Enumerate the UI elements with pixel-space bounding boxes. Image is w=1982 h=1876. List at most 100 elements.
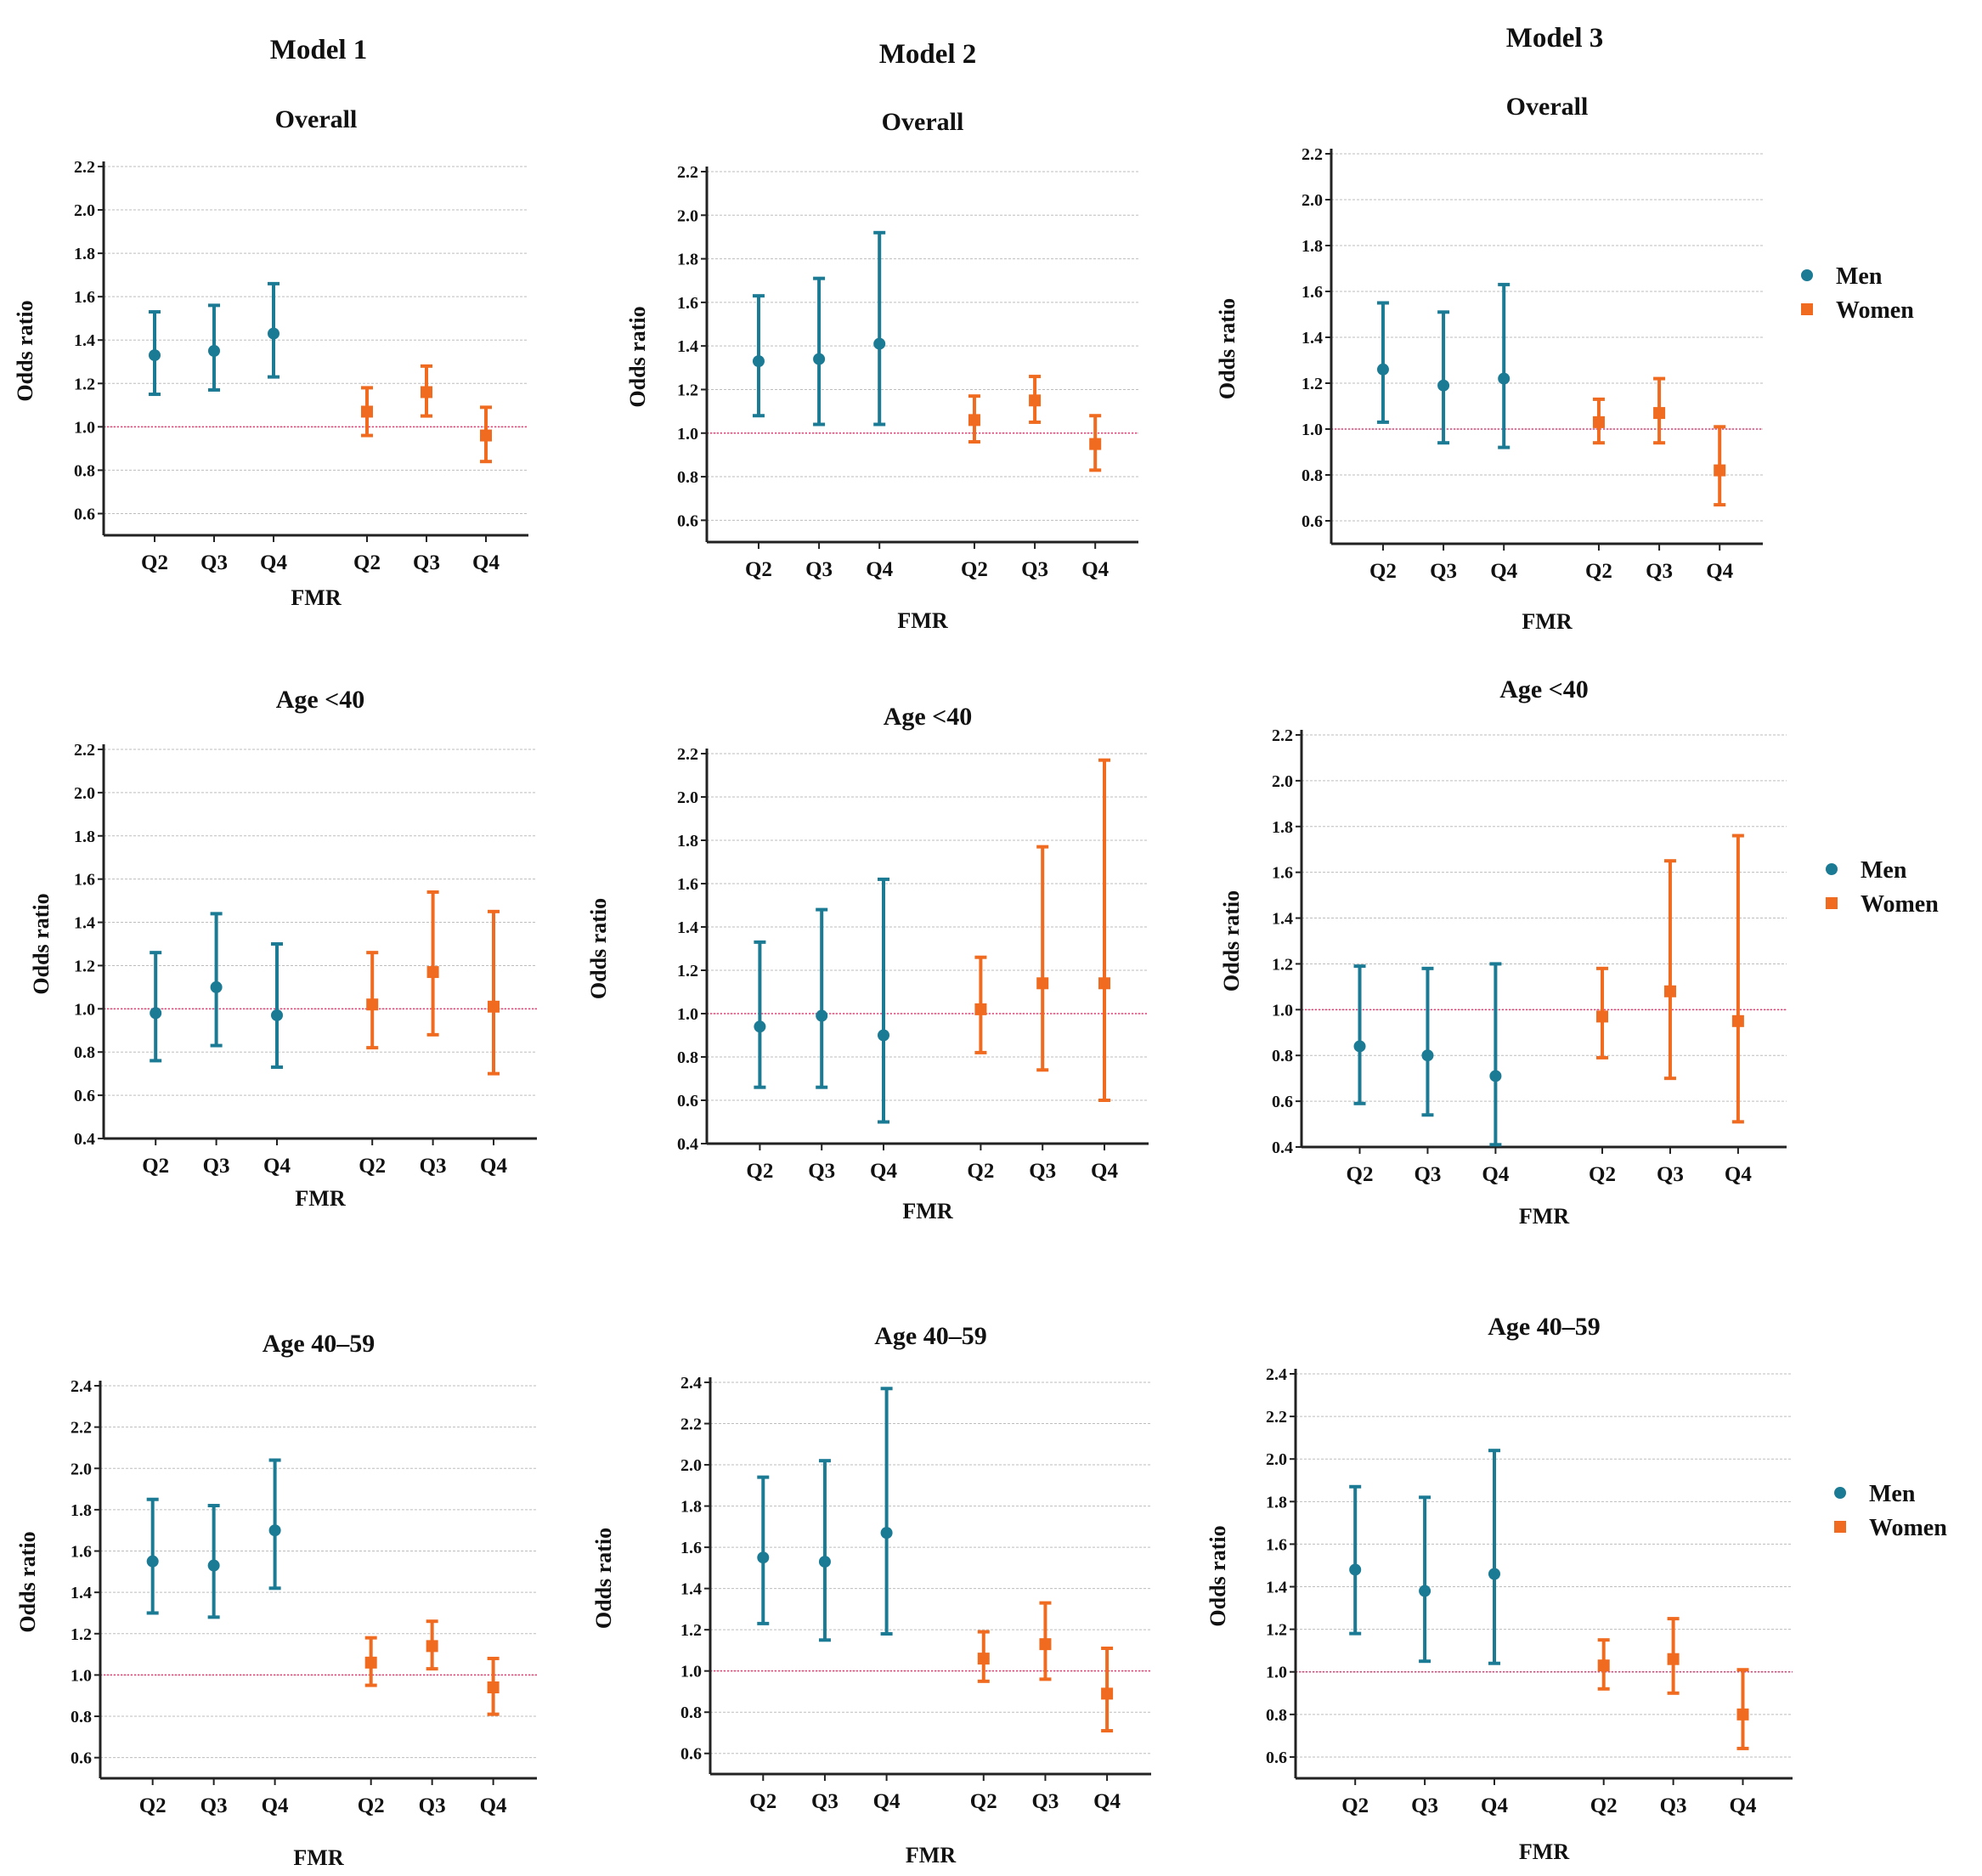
y-tick-label: 1.0 — [677, 425, 698, 444]
y-tick-label: 1.2 — [74, 957, 95, 975]
x-tick-label: Q4 — [1730, 1794, 1757, 1817]
y-tick-label: 1.6 — [680, 1539, 702, 1557]
y-axis-title: Odds ratio — [625, 306, 650, 407]
x-tick-label: Q2 — [970, 1790, 997, 1813]
legend-marker-women — [1826, 897, 1838, 909]
y-axis-title: Odds ratio — [29, 893, 54, 994]
y-axis-title: Odds ratio — [1206, 1525, 1230, 1626]
chart-panel-7: Age 40–59 0.6 0.8 1.0 1.2 1.4 1.6 1.8 2.0 2.2 2.4 Q… — [15, 1330, 537, 1870]
legend-marker-men — [1826, 863, 1838, 875]
y-tick-label: 1.0 — [677, 1005, 698, 1024]
y-tick-label: 1.8 — [677, 251, 698, 269]
data-point-women — [1667, 1653, 1680, 1665]
y-tick-label: 0.8 — [1266, 1706, 1287, 1725]
y-tick-label: 2.2 — [1302, 145, 1323, 164]
y-tick-label: 2.0 — [1302, 191, 1323, 210]
y-tick-label: 1.2 — [1266, 1621, 1287, 1640]
series-women — [974, 758, 1110, 1102]
data-point-men — [1353, 1040, 1366, 1053]
data-point-men — [816, 1009, 828, 1022]
legend-marker-women — [1801, 303, 1813, 315]
data-point-men — [1421, 1049, 1434, 1062]
y-tick-label: 0.4 — [74, 1130, 95, 1149]
x-tick-label: Q4 — [1482, 1163, 1509, 1186]
series-women — [364, 1619, 500, 1716]
x-tick-label: Q2 — [139, 1794, 167, 1817]
x-tick-label: Q3 — [200, 1794, 228, 1817]
data-point-women — [488, 1000, 500, 1013]
y-tick-label: 1.8 — [1272, 818, 1293, 837]
series-men — [752, 230, 886, 427]
y-tick-label: 1.2 — [71, 1625, 92, 1644]
y-tick-label: 2.4 — [680, 1374, 702, 1393]
x-axis-title: FMR — [897, 608, 947, 633]
data-point-men — [878, 1029, 889, 1042]
x-tick-label: Q4 — [873, 1790, 901, 1813]
column-title-model-2: Model 2 — [879, 39, 977, 70]
y-tick-label: 2.0 — [677, 206, 698, 225]
y-tick-label: 1.6 — [677, 875, 698, 894]
legend-label-women: Women — [1836, 297, 1914, 324]
series-men — [1353, 962, 1502, 1147]
x-tick-label: Q2 — [358, 1794, 385, 1817]
chart-panel-2: Overall 0.6 0.8 1.0 1.2 1.4 1.6 1.8 2.0 2.2 Q2 Q3 Q4… — [625, 108, 1138, 633]
legend-3: Men Women — [1834, 1481, 1947, 1541]
y-tick-label: 1.6 — [71, 1543, 92, 1562]
panel-title: Age 40–59 — [1488, 1313, 1600, 1341]
x-tick-label: Q2 — [961, 558, 988, 581]
data-point-women — [974, 1003, 987, 1015]
x-tick-label: Q4 — [260, 551, 287, 574]
y-tick-label: 1.0 — [74, 418, 95, 437]
legend-1: Men Women — [1801, 263, 1914, 324]
x-tick-label: Q3 — [1021, 558, 1048, 581]
chart-panel-1: Overall 0.6 0.8 1.0 1.2 1.4 1.6 1.8 2.0 2.2 Q2 Q3 Q4… — [13, 105, 528, 610]
data-point-women — [1663, 985, 1676, 997]
x-tick-label: Q4 — [1081, 558, 1109, 581]
x-tick-label: Q4 — [480, 1155, 507, 1178]
y-tick-label: 1.8 — [677, 832, 698, 850]
x-tick-label: Q3 — [1031, 1790, 1059, 1813]
panel-title: Age <40 — [884, 703, 973, 731]
x-tick-label: Q3 — [805, 558, 833, 581]
y-tick-label: 0.4 — [677, 1135, 698, 1154]
y-tick-label: 2.0 — [74, 201, 95, 220]
y-tick-label: 2.0 — [677, 788, 698, 807]
data-point-women — [1597, 1659, 1610, 1672]
legend-label-women: Women — [1869, 1515, 1947, 1541]
series-men — [150, 912, 283, 1070]
x-tick-label: Q3 — [200, 551, 228, 574]
x-tick-label: Q4 — [866, 558, 893, 581]
series-women — [361, 364, 492, 464]
data-point-men — [873, 337, 886, 350]
y-tick-label: 2.2 — [677, 745, 698, 764]
y-tick-label: 1.8 — [74, 245, 95, 263]
y-tick-label: 0.6 — [1302, 512, 1323, 531]
y-tick-label: 0.8 — [71, 1708, 92, 1726]
x-tick-label: Q4 — [1490, 560, 1517, 583]
data-point-women — [968, 414, 980, 427]
y-tick-label: 0.6 — [677, 511, 698, 530]
y-tick-label: 1.4 — [71, 1584, 92, 1602]
y-tick-label: 1.0 — [1272, 1001, 1293, 1020]
x-tick-label: Q2 — [141, 551, 168, 574]
panel-title: Overall — [882, 108, 964, 136]
x-tick-label: Q2 — [359, 1155, 386, 1178]
y-tick-label: 1.0 — [1302, 421, 1323, 439]
data-point-women — [480, 429, 492, 442]
data-point-women — [426, 966, 439, 979]
y-tick-label: 0.8 — [74, 461, 95, 480]
y-tick-label: 1.6 — [1266, 1535, 1287, 1554]
data-point-men — [271, 1009, 283, 1021]
y-tick-label: 1.4 — [74, 914, 95, 933]
y-tick-label: 0.8 — [1302, 466, 1323, 485]
legend-marker-men — [1801, 269, 1813, 281]
y-tick-label: 1.6 — [1302, 283, 1323, 302]
data-point-men — [1419, 1585, 1431, 1597]
x-tick-label: Q2 — [749, 1790, 776, 1813]
series-women — [1592, 376, 1726, 507]
x-tick-label: Q2 — [353, 551, 381, 574]
series-women — [977, 1601, 1114, 1733]
x-tick-label: Q4 — [1706, 560, 1733, 583]
chart-panel-4: Age <40 0.4 0.6 0.8 1.0 1.2 1.4 1.6 1.8 2.0 2.2 Q2 Q… — [29, 686, 537, 1211]
